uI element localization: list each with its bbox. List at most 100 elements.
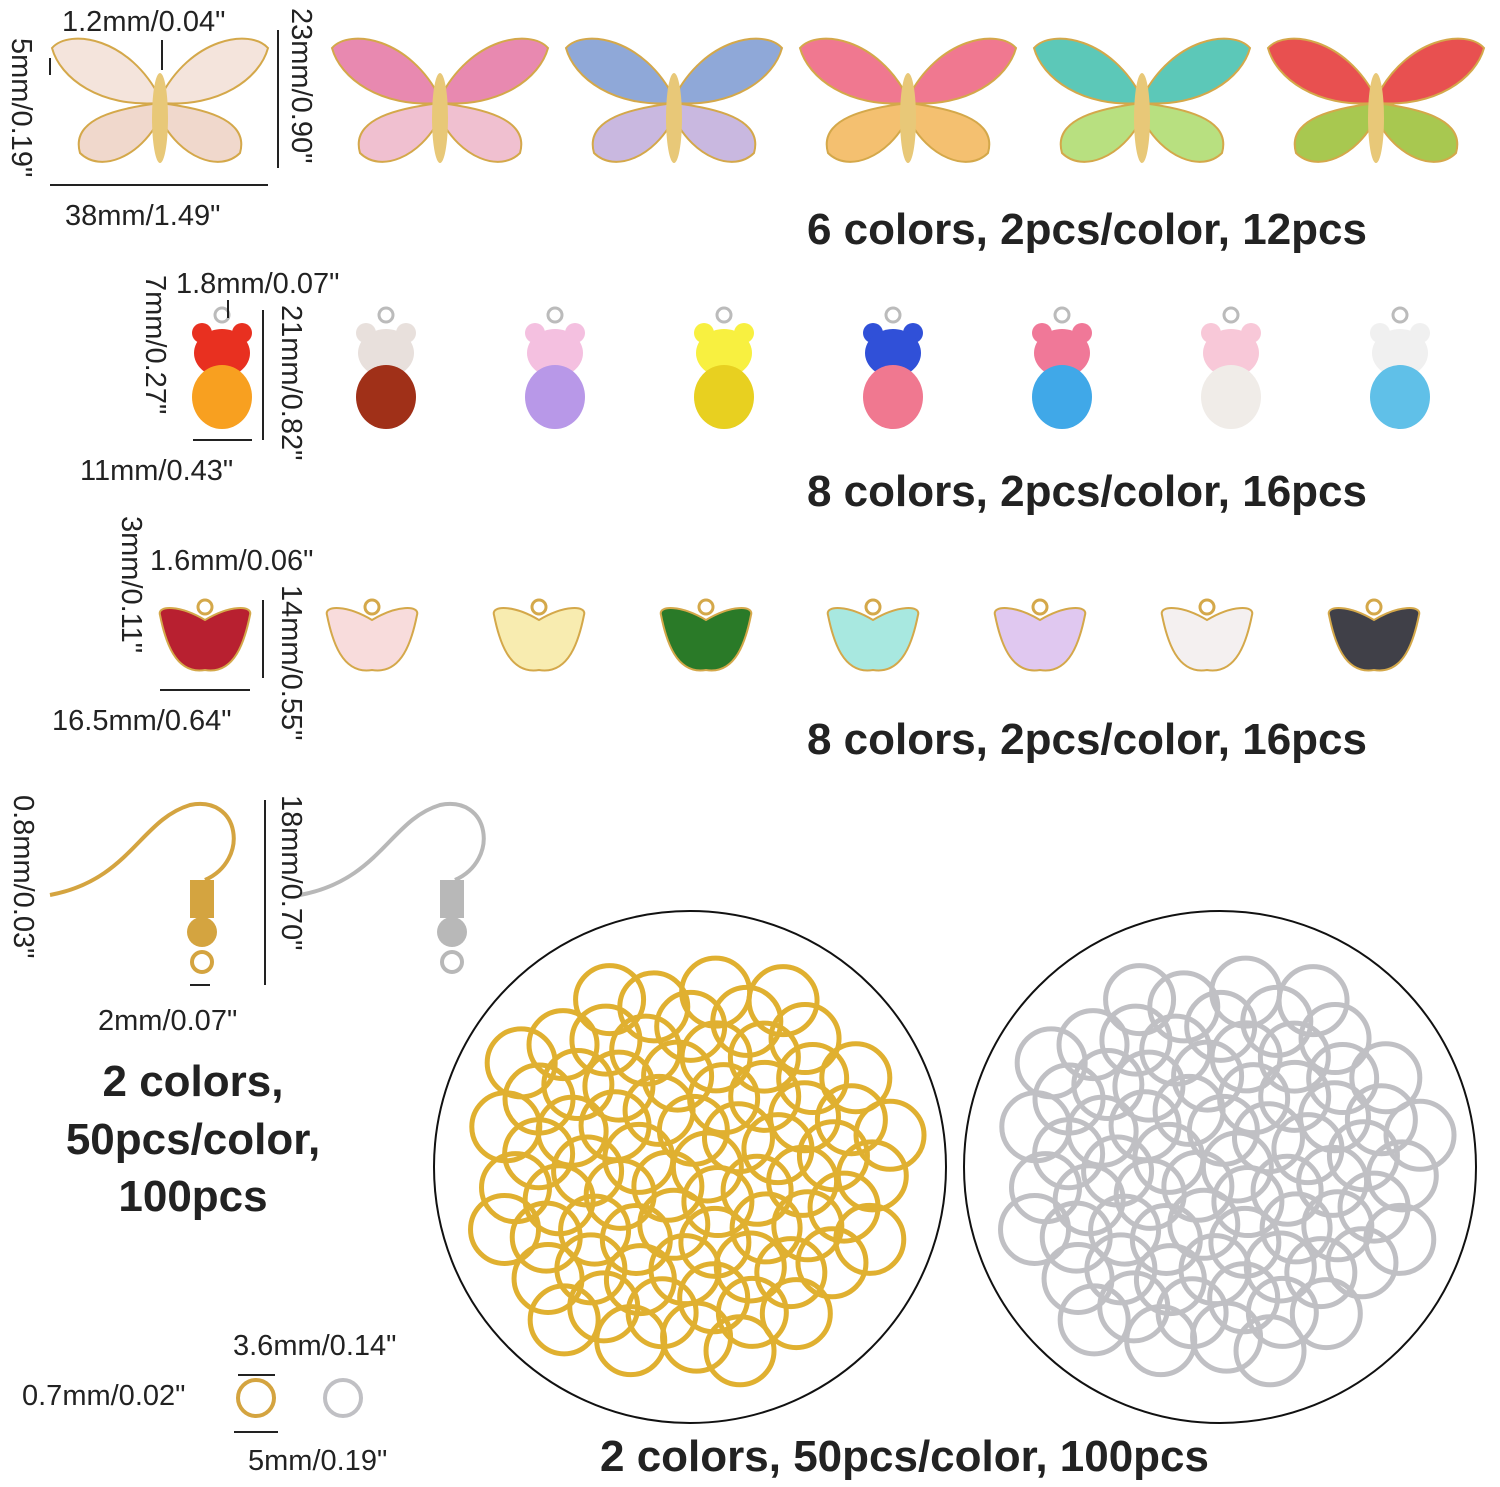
dimension: 1.6mm/0.06" xyxy=(150,545,314,577)
jump-ring xyxy=(541,1048,615,1122)
caption: 100pcs xyxy=(118,1172,268,1221)
butterfly xyxy=(50,37,270,163)
coil xyxy=(190,880,214,918)
jump-ring xyxy=(594,1304,668,1378)
jump-ring xyxy=(727,1020,801,1094)
jump-ring xyxy=(771,1189,845,1263)
bear-loop xyxy=(1391,306,1409,324)
jump-ring xyxy=(1284,1236,1358,1310)
dimension: 1.2mm/0.04" xyxy=(62,6,226,38)
wing xyxy=(798,37,909,105)
jump-ring xyxy=(1298,1002,1372,1076)
jump-ring xyxy=(746,964,820,1038)
butterfly xyxy=(330,37,550,163)
jump-ring xyxy=(1081,1134,1155,1208)
bear-head xyxy=(696,329,752,377)
jump-ring xyxy=(573,963,647,1037)
wing xyxy=(907,37,1018,105)
jump-ring xyxy=(1233,1314,1307,1388)
charm-loop xyxy=(363,598,381,616)
jump-ring xyxy=(1014,1026,1088,1100)
jump-ring xyxy=(511,1241,585,1315)
bear-body xyxy=(694,365,754,429)
jump-ring xyxy=(767,1080,841,1154)
jump-ring xyxy=(1383,1098,1457,1172)
jump-ring xyxy=(1363,1202,1437,1276)
jump-ring xyxy=(701,1101,775,1175)
charm-wings xyxy=(158,607,252,672)
wing xyxy=(1375,101,1459,163)
bear-head xyxy=(194,329,250,377)
jump-ring xyxy=(768,1002,842,1076)
jump-ring xyxy=(1365,1139,1439,1213)
wing xyxy=(1266,37,1377,105)
bear-loop xyxy=(377,306,395,324)
bear-loop xyxy=(715,306,733,324)
charm-loop xyxy=(1365,598,1383,616)
jump-ring xyxy=(795,1226,869,1300)
jump-ring xyxy=(1257,1020,1331,1094)
jump-ring xyxy=(617,970,691,1044)
jump-ring xyxy=(484,1026,558,1100)
charm-loop xyxy=(697,598,715,616)
jump-ring xyxy=(720,1153,794,1227)
jump-ring xyxy=(833,1202,907,1276)
jump-ring xyxy=(1325,1226,1399,1300)
dimension: 14mm/0.55" xyxy=(275,585,307,741)
caption: 2 colors, 50pcs/color, 100pcs xyxy=(600,1432,1209,1481)
wing xyxy=(1141,37,1252,105)
wing xyxy=(1141,101,1225,163)
ring-frame xyxy=(963,910,1477,1424)
bear-body xyxy=(1201,365,1261,429)
jump-ring xyxy=(713,1230,787,1304)
wing xyxy=(673,37,784,105)
jump-ring xyxy=(1208,1205,1282,1279)
jump-ring xyxy=(759,1277,833,1351)
caption: 2 colors, xyxy=(102,1057,284,1106)
jump-ring xyxy=(1009,1151,1083,1225)
wing xyxy=(439,101,523,163)
jump-ring xyxy=(1108,1089,1182,1163)
jump-ring xyxy=(1276,964,1350,1038)
jump-ring xyxy=(582,1049,656,1123)
bear-head xyxy=(358,329,414,377)
jump-ring xyxy=(1289,1277,1363,1351)
jump-ring xyxy=(527,1283,601,1357)
bead xyxy=(437,917,467,947)
dimension: 16.5mm/0.64" xyxy=(52,705,232,737)
jump-ring xyxy=(1326,1119,1400,1193)
jump-ring xyxy=(609,1013,683,1087)
jump-ring xyxy=(998,1192,1072,1266)
body xyxy=(900,73,916,163)
bear-head xyxy=(527,329,583,377)
jump-ring xyxy=(479,1151,553,1225)
charm-wings xyxy=(993,607,1087,672)
jump-ring xyxy=(1243,1230,1317,1304)
jump-ring xyxy=(1071,1048,1145,1122)
caption: 8 colors, 2pcs/color, 16pcs xyxy=(806,715,1367,764)
charm-wings xyxy=(492,607,586,672)
dimension: 5mm/0.19" xyxy=(5,38,37,178)
jump-ring xyxy=(710,984,784,1058)
wing xyxy=(1059,101,1143,163)
jump-ring xyxy=(551,1134,625,1208)
butterfly xyxy=(564,37,784,163)
ring-frame xyxy=(433,910,947,1424)
charm-loop xyxy=(864,598,882,616)
jump-ring xyxy=(1306,1042,1380,1116)
jump-ring xyxy=(754,1236,828,1310)
bear-head xyxy=(1372,329,1428,377)
bear-loop xyxy=(1222,306,1240,324)
wing xyxy=(825,101,909,163)
jump-ring xyxy=(1217,1062,1291,1136)
jump-ring xyxy=(796,1119,870,1193)
dimension: 21mm/0.82" xyxy=(275,305,307,461)
jump-ring xyxy=(1240,984,1314,1058)
jump-ring xyxy=(1250,1153,1324,1227)
wing xyxy=(159,101,243,163)
dimension: 1.8mm/0.07" xyxy=(176,268,340,300)
jump-ring xyxy=(853,1098,927,1172)
bead xyxy=(187,917,217,947)
ear-hook xyxy=(49,801,236,897)
dimension: 7mm/0.27" xyxy=(139,275,171,415)
